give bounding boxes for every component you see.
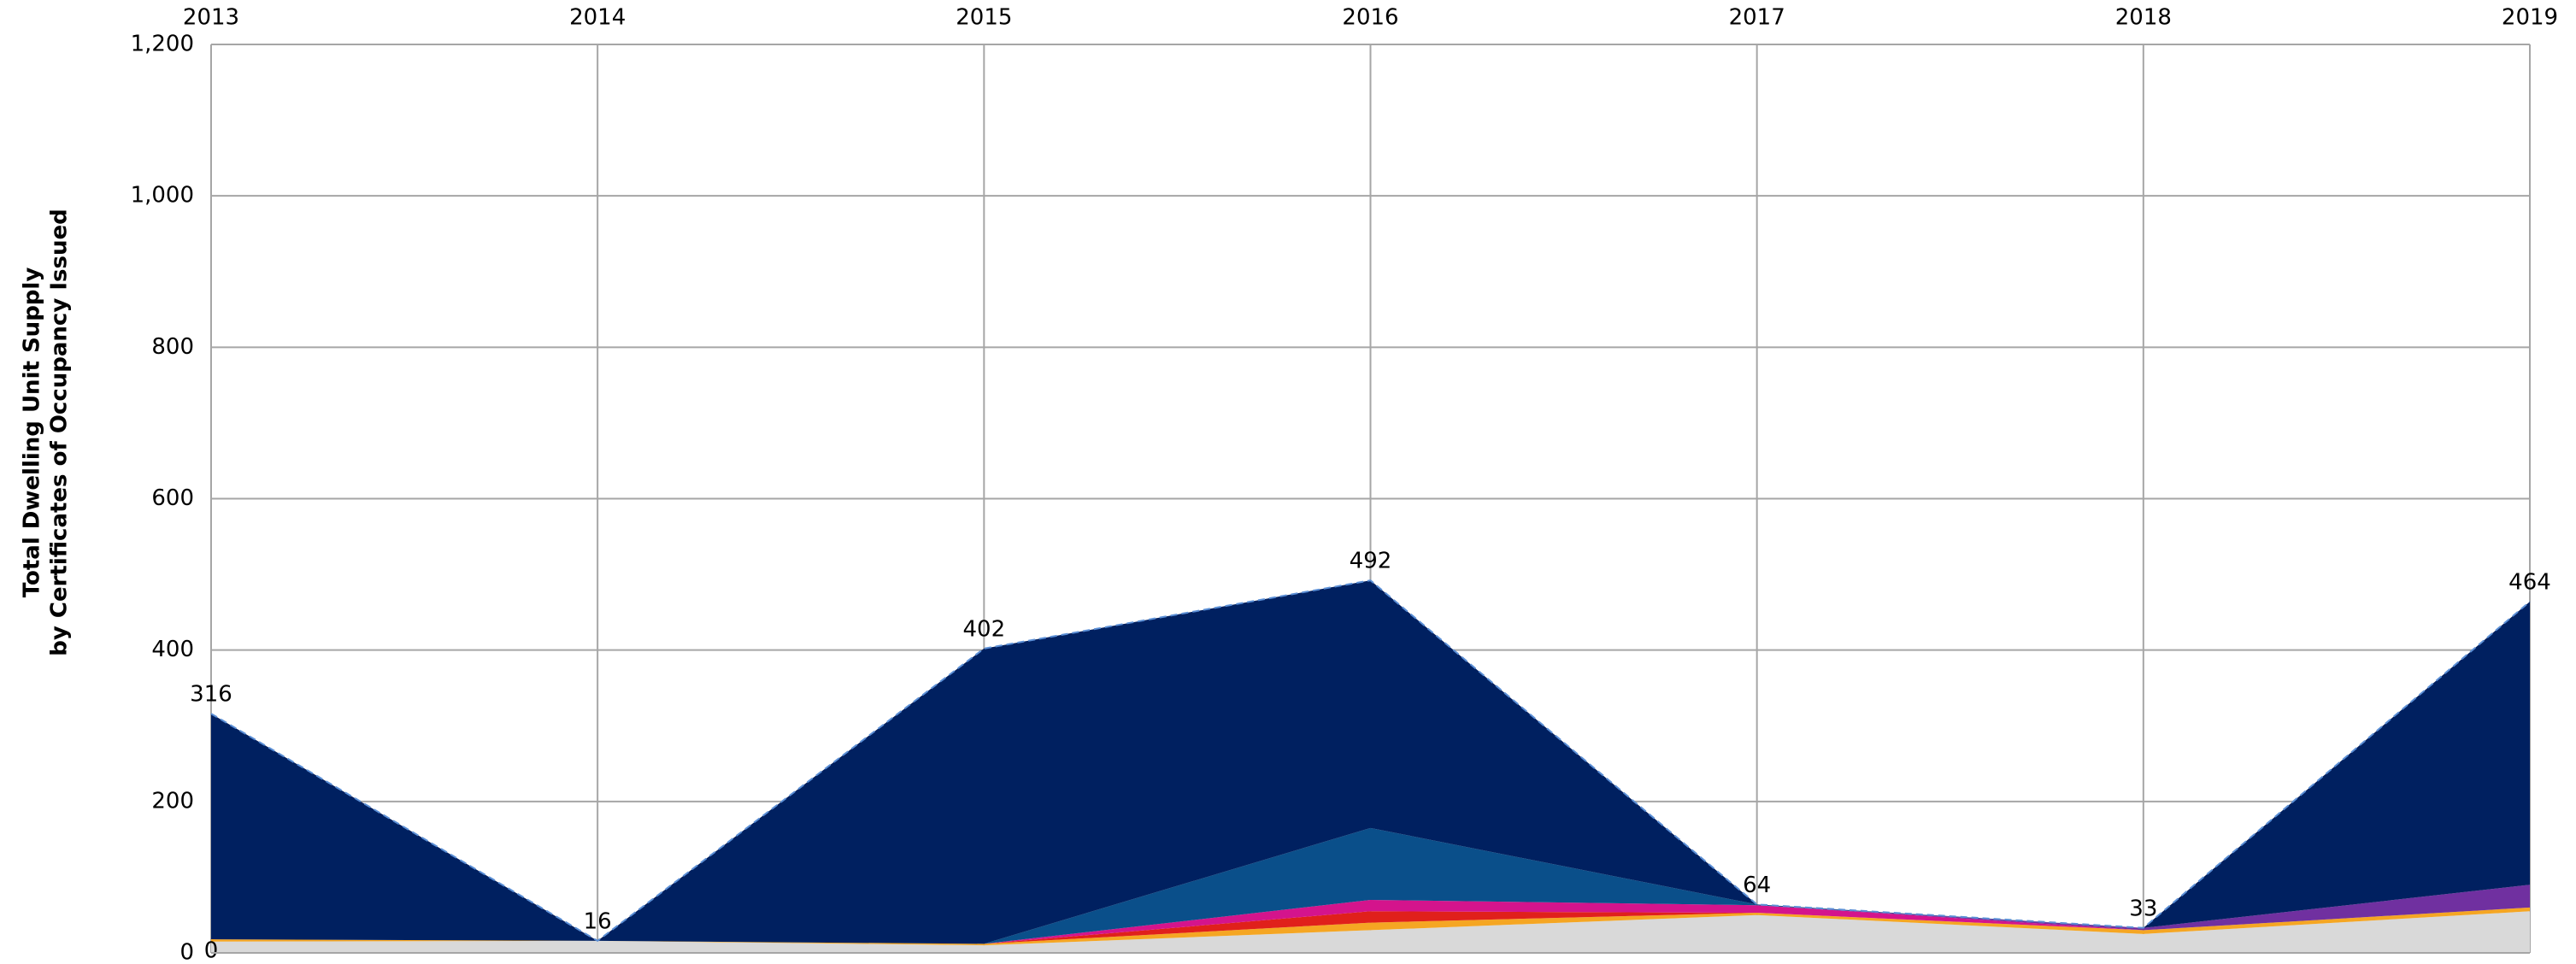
total-line — [210, 579, 2531, 943]
y-tick-label: 200 — [151, 788, 194, 814]
data-label: 316 — [190, 682, 232, 708]
y-tick-label: 1,000 — [131, 183, 194, 209]
area — [211, 899, 2530, 944]
data-label: 402 — [963, 616, 1006, 642]
area — [211, 911, 2530, 953]
x-tick-label: 2014 — [569, 5, 626, 31]
y-axis-title-line: by Certificates of Occupancy Issued — [47, 209, 73, 655]
data-label: 492 — [1350, 549, 1392, 574]
area — [211, 907, 2530, 944]
annotation: 0 — [204, 938, 219, 964]
x-tick-label: 2018 — [2115, 5, 2172, 31]
y-tick-label: 0 — [179, 940, 194, 964]
x-tick-label: 2019 — [2502, 5, 2558, 31]
data-label: 16 — [584, 908, 612, 934]
x-tick-label: 2016 — [1342, 5, 1398, 31]
area — [211, 827, 2530, 944]
area — [211, 907, 2530, 946]
data-label: 64 — [1743, 873, 1771, 898]
y-tick-label: 600 — [151, 485, 194, 511]
area — [211, 580, 2530, 944]
data-label: 33 — [2129, 896, 2157, 921]
y-axis-title-line: Total Dwelling Unit Supply — [20, 267, 45, 598]
y-tick-label: 1,200 — [131, 32, 194, 57]
x-tick-label: 2015 — [956, 5, 1012, 31]
x-tick-label: 2013 — [183, 5, 239, 31]
x-tick-label: 2017 — [1729, 5, 1785, 31]
y-tick-label: 800 — [151, 334, 194, 360]
y-tick-label: 400 — [151, 637, 194, 662]
y-axis-title: Total Dwelling Unit Supply by Certificat… — [20, 209, 73, 655]
data-label: 464 — [2508, 569, 2551, 595]
